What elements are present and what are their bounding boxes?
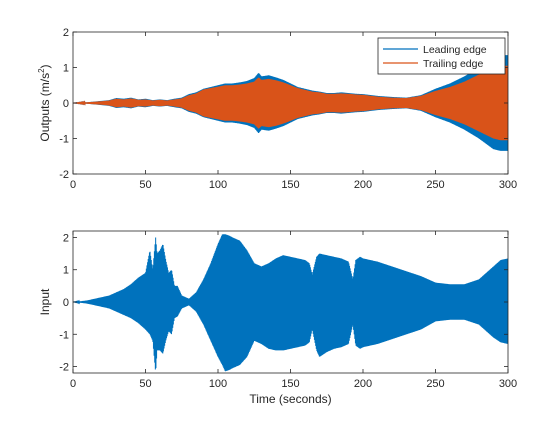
x-tick-label: 200	[354, 179, 372, 191]
x-tick-label: 50	[139, 179, 151, 191]
x-tick-label: 300	[499, 179, 517, 191]
legend-label: Leading edge	[423, 44, 487, 56]
y-tick-label: 0	[63, 98, 69, 110]
x-axis-label: Time (seconds)	[249, 392, 331, 406]
bottom-axes: 0 50 100 150 200 250 300 -2 -1 0 1 2 Input Time (seco…	[38, 230, 517, 406]
y-tick-label: 2	[63, 27, 69, 39]
y-axis-label: Outputs (m/s2)	[37, 64, 52, 141]
y-tick-label: -2	[59, 169, 69, 181]
y-tick-label: 0	[63, 297, 69, 309]
x-tick-label: 250	[426, 378, 444, 390]
y-tick-label: -1	[59, 329, 69, 341]
y-tick-label: 1	[63, 265, 69, 277]
x-tick-label: 0	[70, 179, 76, 191]
input-series	[73, 234, 508, 372]
top-axes: 0 50 100 150 200 250 300 -2 -1 0 1 2 Outputs (m/s2) L…	[37, 27, 517, 191]
x-tick-label: 0	[70, 378, 76, 390]
x-tick-label: 150	[281, 378, 299, 390]
x-tick-label: 100	[209, 378, 227, 390]
x-tick-label: 100	[209, 179, 227, 191]
x-tick-label: 150	[281, 179, 299, 191]
legend-box	[377, 37, 506, 75]
y-tick-label: -1	[59, 134, 69, 146]
y-tick-label: 2	[63, 232, 69, 244]
legend-label: Trailing edge	[423, 58, 483, 70]
x-tick-label: 50	[139, 378, 151, 390]
trailing-edge-series	[73, 65, 508, 141]
y-axis-label: Input	[38, 288, 52, 315]
x-tick-label: 250	[426, 179, 444, 191]
x-tick-label: 200	[354, 378, 372, 390]
x-tick-label: 300	[499, 378, 517, 390]
y-tick-label: -2	[59, 362, 69, 374]
y-tick-label: 1	[63, 63, 69, 75]
